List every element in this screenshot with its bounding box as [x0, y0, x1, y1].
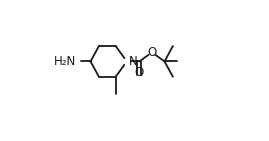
- Text: H₂N: H₂N: [54, 55, 76, 68]
- Text: N: N: [129, 55, 137, 68]
- Text: O: O: [147, 46, 157, 59]
- Text: O: O: [135, 66, 144, 79]
